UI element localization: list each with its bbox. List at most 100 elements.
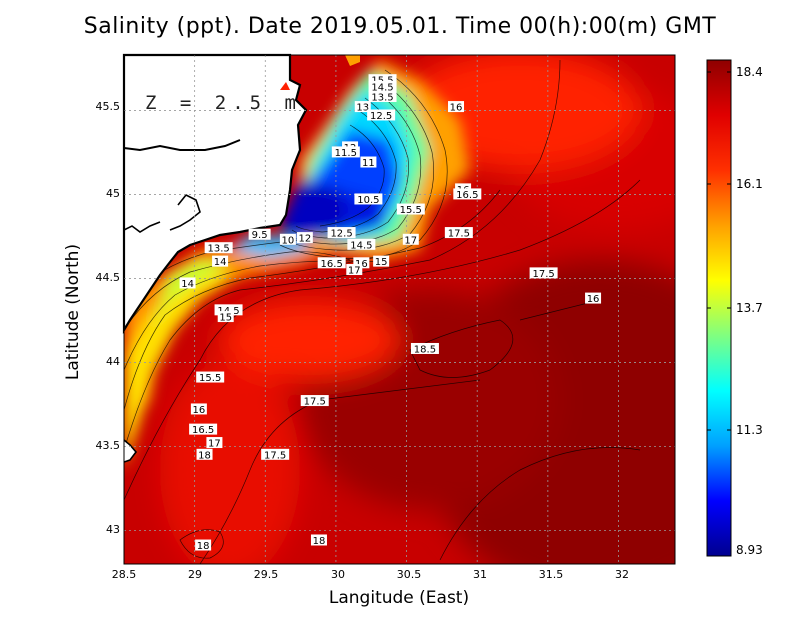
x-tick-label: 29.5	[253, 568, 279, 581]
contour-label-box	[300, 395, 329, 407]
contour-label-box	[367, 109, 396, 121]
contour-label-text: 12.5	[370, 111, 392, 122]
contour-label: 15.5	[396, 203, 425, 216]
contour-label-text: 17.5	[448, 229, 470, 240]
contour-label: 18	[196, 448, 213, 461]
contour-label-text: 18.5	[414, 344, 436, 355]
contour-label-text: 15	[375, 257, 388, 268]
contour-label: 14.5	[347, 238, 376, 251]
contour-label: 12.5	[327, 227, 356, 240]
contour-label-text: 13.5	[208, 244, 230, 255]
contour-label-text: 12.5	[330, 229, 352, 240]
contour-label-text: 9.5	[252, 230, 268, 241]
contour-label-box	[368, 90, 397, 102]
colorbar-tick-label: 8.93	[736, 543, 763, 557]
x-tick-label: 31	[473, 568, 487, 581]
contour-label: 16	[190, 403, 207, 416]
contour-label: 13	[354, 101, 371, 114]
y-tick-label: 45.5	[95, 100, 121, 113]
land-mask	[122, 53, 360, 463]
contour-label: 16.5	[317, 257, 346, 270]
contour-label-text: 17	[208, 439, 221, 450]
contour-label-text: 14	[181, 279, 194, 290]
contour-label: 18	[310, 534, 327, 547]
contour-label-box	[189, 423, 218, 435]
contour-label: 12.5	[367, 109, 396, 122]
contour-label-text: 11.5	[335, 148, 357, 159]
contour-label-box	[327, 227, 356, 239]
contour-label-box	[353, 257, 370, 269]
y-tick-label: 44	[106, 355, 120, 368]
y-axis-title: Latitude (North)	[63, 243, 83, 381]
contour-label-box	[402, 233, 419, 245]
contour-label-box	[261, 448, 290, 460]
x-axis-title: Langitude (East)	[328, 588, 470, 608]
contour-label: 18.5	[410, 342, 439, 355]
contour-label: 10	[279, 233, 296, 246]
contour-label-box	[354, 193, 383, 205]
contour-label-box	[279, 233, 296, 245]
contour-label-box	[212, 255, 229, 267]
contour-label-text: 10	[282, 235, 295, 246]
contour-label-box	[296, 232, 313, 244]
contour-label-box	[354, 101, 371, 113]
contour-label-text: 18	[198, 450, 211, 461]
contour-label-text: 10.5	[357, 195, 379, 206]
x-tick-label: 30.5	[396, 568, 422, 581]
contour-label: 15.5	[196, 371, 225, 384]
contour-label-box	[453, 188, 482, 200]
contour-label: 11.5	[331, 146, 360, 159]
contour-label-text: 16.5	[192, 425, 214, 436]
contour-label-text: 17	[404, 235, 417, 246]
contour-label-box	[331, 146, 360, 158]
contour-label: 13.5	[368, 90, 397, 103]
contour-label-text: 17.5	[264, 450, 286, 461]
contour-label-text: 16	[587, 294, 600, 305]
contour-label-box	[444, 227, 473, 239]
contour-label-text: 13.5	[371, 92, 393, 103]
contour-label-text: 17.5	[532, 269, 554, 280]
contour-label: 14.5	[368, 80, 397, 93]
contour-label-box	[410, 342, 439, 354]
contour-label-text: 14	[214, 257, 227, 268]
contour-label-box	[317, 257, 346, 269]
contour-label: 18	[195, 539, 212, 552]
contour-label-text: 16	[450, 103, 463, 114]
contour-label-text: 17.5	[304, 397, 326, 408]
contour-label-text: 12	[298, 234, 311, 245]
contour-label: 17.5	[529, 267, 558, 280]
contour-label-box	[346, 264, 363, 276]
contour-label: 16	[585, 292, 602, 305]
contour-label-box	[190, 403, 207, 415]
contour-label-text: 18	[197, 541, 210, 552]
contour-label: 17.5	[444, 227, 473, 240]
contour-label-box	[196, 448, 213, 460]
contour-label: 16.5	[453, 188, 482, 201]
contour-label: 17.5	[300, 395, 329, 408]
contour-label: 10.5	[354, 193, 383, 206]
contour-label: 13.5	[204, 242, 233, 255]
contour-label-box	[396, 203, 425, 215]
x-tick-label: 32	[615, 568, 629, 581]
colorbar-tick-label: 11.3	[736, 423, 763, 437]
contour-label-box	[368, 80, 397, 92]
x-tick-label: 29	[188, 568, 202, 581]
y-tick-label: 45	[106, 187, 120, 200]
colorbar-tick-label: 16.1	[736, 177, 763, 191]
contour-label-box	[360, 156, 377, 168]
colorbar-ticks	[707, 71, 731, 431]
contour-label-text: 16	[193, 405, 206, 416]
contour-label-box	[204, 242, 233, 254]
contour-label-text: 14.5	[350, 240, 372, 251]
contour-label-box	[248, 228, 271, 240]
contour-label-text: 18	[313, 536, 326, 547]
contour-label: 15	[373, 255, 390, 268]
contour-label-box	[196, 371, 225, 383]
colorbar-tick-label: 18.4	[736, 65, 763, 79]
contour-label: 9.5	[248, 228, 271, 241]
y-tick-label: 43	[106, 523, 120, 536]
contour-label-box	[179, 277, 196, 289]
contour-label-box	[373, 255, 390, 267]
contour-label-text: 15.5	[400, 205, 422, 216]
